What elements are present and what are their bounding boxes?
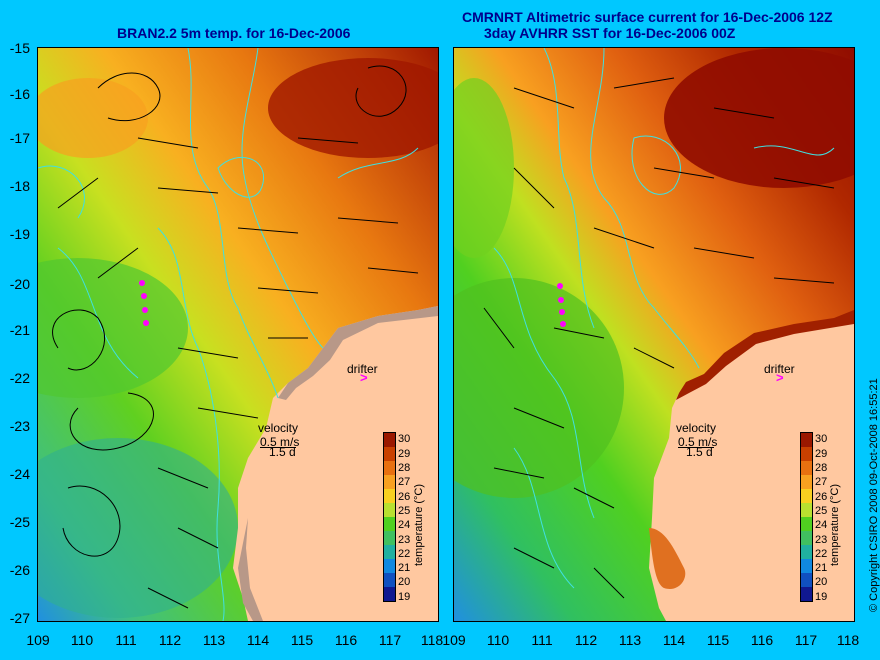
y-tick: -17 (9, 130, 30, 146)
left-velocity-arrows (52, 65, 419, 609)
x-tick: 110 (70, 632, 94, 648)
colorbar-tick: 22 (398, 548, 411, 560)
x-tick: 114 (246, 632, 270, 648)
right-drifter-label: drifter (764, 362, 795, 376)
right-coast-band (676, 310, 854, 400)
right-colorbar-label: temperature (°C) (829, 483, 841, 566)
colorbar-tick: 29 (398, 448, 411, 460)
y-tick: -24 (9, 466, 30, 482)
y-tick: -27 (9, 610, 30, 626)
x-tick: 116 (334, 632, 358, 648)
y-tick: -26 (9, 562, 30, 578)
x-tick: 111 (115, 632, 137, 648)
x-tick: 113 (618, 632, 642, 648)
left-colorbar-label: temperature (°C) (413, 483, 425, 566)
left-colorbar (383, 432, 396, 602)
colorbar-tick: 24 (398, 519, 411, 531)
right-colorbar (800, 432, 813, 602)
colorbar-tick: 20 (815, 576, 828, 588)
x-tick: 109 (26, 632, 50, 648)
right-velocity-scale: 0.5 m/s (678, 435, 718, 449)
right-velocity-arrows (483, 77, 835, 599)
right-panel-title-line2: 3day AVHRR SST for 16-Dec-2006 00Z (484, 25, 736, 41)
left-drifter-track (139, 280, 149, 326)
x-tick: 117 (794, 632, 818, 648)
x-tick: 111 (531, 632, 553, 648)
y-tick: -19 (9, 226, 30, 242)
copyright-text: © Copyright CSIRO 2008 09-Oct-2008 16:55… (868, 378, 880, 612)
y-tick: -22 (9, 370, 30, 386)
left-velocity-time: 1.5 d (269, 445, 296, 459)
colorbar-tick: 29 (815, 448, 828, 460)
left-panel-title: BRAN2.2 5m temp. for 16-Dec-2006 (117, 25, 351, 41)
y-tick: -21 (9, 322, 30, 338)
colorbar-tick: 23 (398, 534, 411, 546)
left-contours (38, 48, 419, 621)
colorbar-tick: 27 (815, 476, 828, 488)
x-tick: 109 (442, 632, 466, 648)
right-drifter-symbol: > (776, 370, 784, 385)
y-tick: -23 (9, 418, 30, 434)
right-velocity-time: 1.5 d (686, 445, 713, 459)
colorbar-tick: 26 (398, 491, 411, 503)
right-map-panel (453, 47, 855, 622)
y-tick: -20 (9, 276, 30, 292)
y-tick: -15 (9, 40, 30, 56)
x-tick: 113 (202, 632, 226, 648)
x-tick: 110 (486, 632, 510, 648)
right-map-svg (454, 48, 854, 621)
left-map-panel (37, 47, 439, 622)
colorbar-tick: 27 (398, 476, 411, 488)
colorbar-tick: 30 (815, 433, 828, 445)
x-tick: 115 (706, 632, 730, 648)
left-velocity-scale-bar (260, 447, 296, 448)
colorbar-tick: 28 (815, 462, 828, 474)
colorbar-tick: 21 (815, 562, 828, 574)
y-tick: -25 (9, 514, 30, 530)
x-tick: 117 (378, 632, 402, 648)
left-drifter-symbol: > (360, 370, 368, 385)
y-tick: -18 (9, 178, 30, 194)
colorbar-tick: 23 (815, 534, 828, 546)
left-map-svg (38, 48, 438, 621)
right-contours (493, 48, 835, 589)
x-tick: 116 (750, 632, 774, 648)
colorbar-tick: 19 (398, 591, 411, 603)
colorbar-tick: 20 (398, 576, 411, 588)
colorbar-tick: 19 (815, 591, 828, 603)
colorbar-tick: 25 (815, 505, 828, 517)
x-tick: 114 (662, 632, 686, 648)
colorbar-tick: 21 (398, 562, 411, 574)
colorbar-tick: 25 (398, 505, 411, 517)
right-velocity-label: velocity (676, 421, 717, 435)
colorbar-tick: 26 (815, 491, 828, 503)
right-velocity-scale-bar (678, 447, 714, 448)
x-tick: 115 (290, 632, 314, 648)
colorbar-tick: 30 (398, 433, 411, 445)
left-velocity-label: velocity (258, 421, 299, 435)
left-coast-band (278, 306, 438, 400)
left-velocity-scale: 0.5 m/s (260, 435, 300, 449)
colorbar-tick: 28 (398, 462, 411, 474)
right-drifter-track (557, 283, 566, 327)
x-tick: 118 (420, 632, 444, 648)
y-tick: -16 (9, 86, 30, 102)
x-tick: 112 (574, 632, 598, 648)
left-drifter-label: drifter (347, 362, 378, 376)
x-tick: 112 (158, 632, 182, 648)
colorbar-tick: 22 (815, 548, 828, 560)
colorbar-tick: 24 (815, 519, 828, 531)
x-tick: 118 (836, 632, 860, 648)
right-panel-title-line1: CMRNRT Altimetric surface current for 16… (462, 9, 833, 25)
